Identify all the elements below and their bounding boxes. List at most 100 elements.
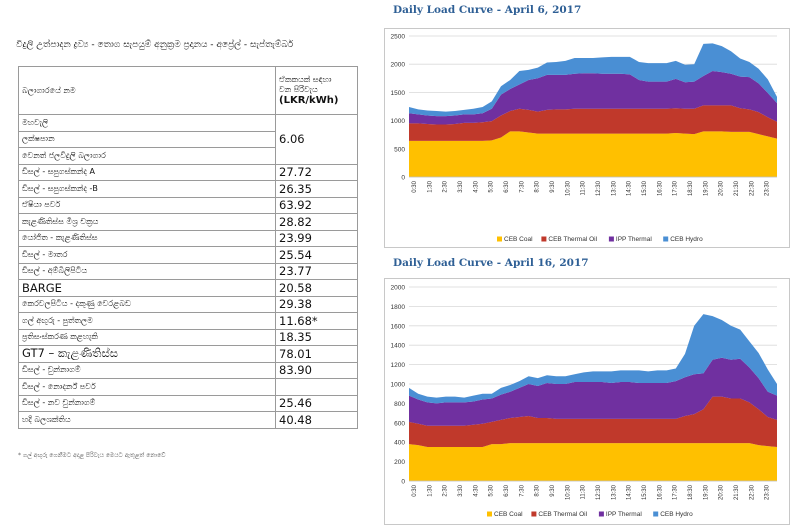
table-row: ඩීසල් - සපුගස්කන්ද A 27.72 [19, 164, 358, 181]
plant-name-cell: කෙරවලපිටිය - දකුණු වෙරළබඩ [19, 296, 276, 313]
plant-name-cell: ඩීසල් - සපුගස්කන්ද A [19, 164, 276, 181]
x-tick-label: 0:30 [412, 180, 418, 192]
table-row: ඩීසල් - චුන්නාගම් 83.90 [19, 362, 358, 379]
header-unit-cost-unit: (LKR/kWh) [279, 96, 354, 106]
plant-name-cell: වෙනත් ජලවිදුලි බලාගාර [19, 148, 276, 165]
table-footnote: * ගල් අඟුරු ගෙනීමට අදාළ පිරිවැය මෙයට ඇතු… [18, 452, 166, 460]
x-tick-label: 8:30 [535, 180, 541, 192]
plant-name-cell: ඩීසල් - නොදර්න් පවර් [19, 379, 276, 396]
unit-cost-cell: 78.01 [276, 346, 358, 363]
plant-cost-table: බලාගාරයේ නම ඒකකයක් සඳහා වන පිරිවැය (LKR/… [18, 66, 358, 429]
unit-cost-cell: 23.77 [276, 263, 358, 280]
table-body: මහවැලි ලක්ෂපාන 6.06 වෙනත් ජලවිදුලි බලාගාර ඩී… [19, 115, 358, 429]
table-row: ඒෂියා පවර් 63.92 [19, 197, 358, 214]
unit-cost-cell: 6.06 [276, 131, 358, 148]
y-tick-label: 500 [394, 146, 405, 153]
x-tick-label: 11:30 [581, 180, 587, 195]
unit-cost-cell: 20.58 [276, 280, 358, 297]
table-title: විදුලි උත්පාදන ද්‍රව්‍ය - තොග සැපයුම් අන… [16, 40, 356, 50]
table-row: වෙනත් ජලවිදුලි බලාගාර [19, 148, 358, 165]
legend-swatch [653, 512, 658, 517]
unit-cost-cell: 27.72 [276, 164, 358, 181]
x-tick-label: 2:30 [443, 484, 449, 496]
header-unit-cost-line1: ඒකකයක් සඳහා [279, 75, 332, 84]
y-tick-label: 1400 [391, 343, 406, 350]
x-tick-label: 15:30 [642, 484, 648, 500]
x-tick-label: 21:30 [734, 484, 740, 500]
unit-cost-cell: 28.82 [276, 214, 358, 231]
x-tick-label: 1:30 [427, 484, 433, 496]
plant-name-cell: ලක්ෂපාන [19, 131, 276, 148]
legend-entry: CEB Thermal Oil [548, 236, 597, 243]
x-tick-label: 4:30 [473, 180, 479, 192]
plant-name-cell: මහවැලි [19, 115, 276, 132]
unit-cost-cell: 83.90 [276, 362, 358, 379]
y-tick-label: 0 [401, 479, 405, 486]
y-tick-label: 1600 [391, 323, 406, 330]
y-tick-label: 800 [394, 401, 405, 408]
x-tick-label: 6:30 [504, 484, 510, 496]
table-row: කැළණිතිස්ස මිශ්‍ර චක්‍රය 28.82 [19, 214, 358, 231]
x-tick-label: 12:30 [596, 180, 602, 196]
y-tick-label: 600 [394, 420, 405, 427]
legend-entry: IPP Thermal [616, 236, 652, 243]
x-tick-label: 18:30 [688, 180, 694, 196]
legend-swatch [541, 237, 546, 242]
x-tick-label: 7:30 [519, 180, 525, 192]
x-tick-label: 6:30 [504, 180, 510, 192]
table-header-row: බලාගාරයේ නම ඒකකයක් සඳහා වන පිරිවැය (LKR/… [19, 67, 358, 115]
table-row: ගල් අඟුරු - පුත්තලම 11.68* [19, 313, 358, 330]
table-row: GT7 – කැළණිතිස්ස 78.01 [19, 346, 358, 363]
unit-cost-cell: 25.46 [276, 395, 358, 412]
legend-swatch [663, 237, 668, 242]
plant-name-cell: හදි බලශක්තිය [19, 412, 276, 429]
y-tick-label: 2000 [391, 62, 406, 69]
y-tick-label: 1000 [391, 382, 406, 389]
table-row: යෝජිත - කැළණිතිස්ස 23.99 [19, 230, 358, 247]
header-unit-cost: ඒකකයක් සඳහා වන පිරිවැය (LKR/kWh) [276, 67, 358, 115]
x-tick-label: 20:30 [719, 180, 725, 196]
table-row: ඩීසල් - අම්බිලිපිටිය 23.77 [19, 263, 358, 280]
unit-cost-cell: 11.68* [276, 313, 358, 330]
table-row: ඩීසල් - නව චුන්නාගම් 25.46 [19, 395, 358, 412]
unit-cost-cell: 18.35 [276, 329, 358, 346]
legend-swatch [487, 512, 492, 517]
x-tick-label: 5:30 [489, 484, 495, 496]
x-tick-label: 10:30 [565, 180, 571, 196]
table-row: ලක්ෂපාන 6.06 [19, 131, 358, 148]
unit-cost-cell: 25.54 [276, 247, 358, 264]
y-tick-label: 1800 [391, 304, 406, 311]
x-tick-label: 21:30 [734, 180, 740, 196]
header-plant-name: බලාගාරයේ නම [19, 67, 276, 115]
table-row: ඩීසල් - නොදර්න් පවර් [19, 379, 358, 396]
chart1-box: 0 500 1000 1500 2000 2500 0:30 1:30 2:30 3:30 4:30… [384, 28, 790, 248]
x-tick-label: 8:30 [535, 484, 541, 496]
table-row: කෙරවලපිටිය - දකුණු වෙරළබඩ 29.38 [19, 296, 358, 313]
legend-entry: CEB Coal [504, 236, 533, 243]
unit-cost-cell [276, 115, 358, 132]
x-tick-label: 17:30 [673, 180, 679, 196]
table-row: මහවැලි [19, 115, 358, 132]
x-tick-label: 9:30 [550, 180, 556, 192]
x-tick-label: 1:30 [427, 180, 433, 192]
x-tick-label: 23:30 [765, 180, 771, 196]
y-tick-label: 0 [401, 175, 405, 182]
x-tick-label: 11:30 [581, 484, 587, 499]
x-tick-label: 3:30 [458, 484, 464, 496]
x-tick-label: 13:30 [611, 484, 617, 500]
y-tick-label: 1500 [391, 90, 406, 97]
y-tick-label: 2000 [391, 285, 406, 292]
x-tick-label: 14:30 [627, 484, 633, 500]
x-tick-label: 15:30 [642, 180, 648, 196]
unit-cost-cell: 26.35 [276, 181, 358, 198]
x-tick-label: 4:30 [473, 484, 479, 496]
x-tick-label: 19:30 [703, 180, 709, 196]
legend-swatch [599, 512, 604, 517]
chart1-svg: 050010001500200025000:30 1:30 2:30 3:30 4:30… [385, 29, 789, 247]
plant-name-cell: ඩීසල් - මාතර [19, 247, 276, 264]
legend-entry: CEB Thermal Oil [538, 511, 587, 518]
unit-cost-cell: 63.92 [276, 197, 358, 214]
x-tick-label: 14:30 [627, 180, 633, 196]
table-row: ප්‍රතිසංස්කරණ කළහැකි 18.35 [19, 329, 358, 346]
x-tick-label: 3:30 [458, 180, 464, 192]
